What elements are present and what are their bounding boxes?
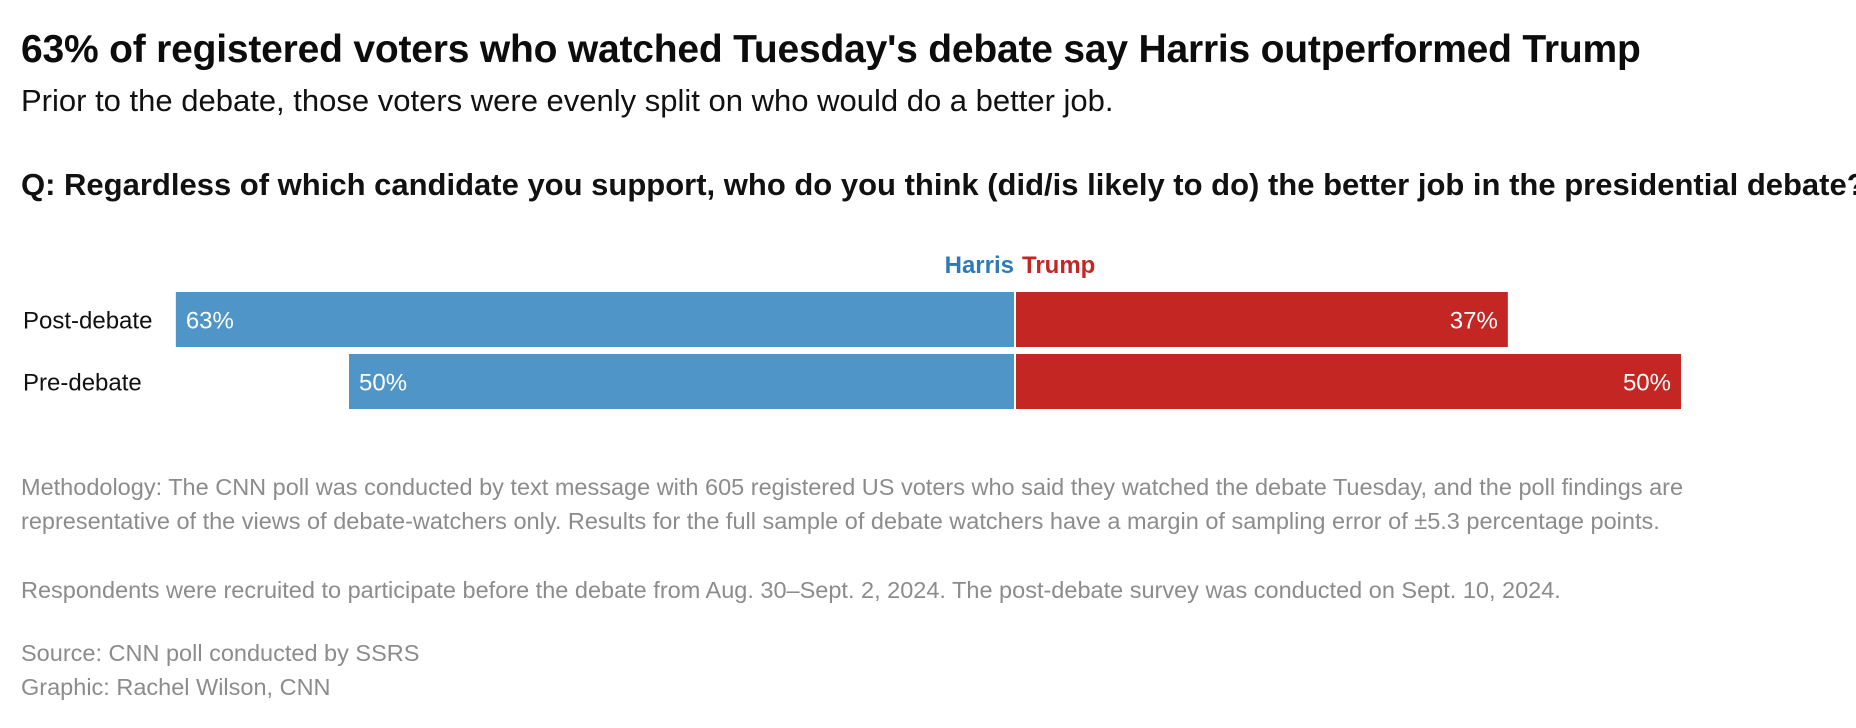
data-label-trump: 50% (1623, 370, 1671, 397)
survey-question: Q: Regardless of which candidate you sup… (21, 167, 1856, 202)
bar-trump-post-debate (1016, 292, 1508, 347)
data-label-trump: 37% (1450, 308, 1498, 335)
legend-harris: Harris (945, 252, 1014, 279)
recruitment-note: Respondents were recruited to participat… (21, 577, 1561, 603)
category-label: Pre-debate (23, 370, 142, 397)
data-label-harris: 50% (359, 370, 407, 397)
methodology-note: Methodology: The CNN poll was conducted … (21, 474, 1684, 534)
graphic-credit: Graphic: Rachel Wilson, CNN (21, 674, 331, 700)
source-note: Source: CNN poll conducted by SSRS (21, 640, 420, 666)
chart-subtitle: Prior to the debate, those voters were e… (21, 83, 1114, 118)
bar-trump-pre-debate (1016, 354, 1681, 409)
data-label-harris: 63% (186, 308, 234, 335)
category-label: Post-debate (23, 308, 152, 335)
bar-harris-pre-debate (349, 354, 1014, 409)
bar-harris-post-debate (175, 292, 1015, 347)
legend-trump: Trump (1022, 252, 1095, 279)
chart-title: 63% of registered voters who watched Tue… (21, 28, 1641, 71)
diverging-bar-chart: Harris Trump Post-debate 63% 37% Pre-debate 50… (23, 252, 1681, 409)
